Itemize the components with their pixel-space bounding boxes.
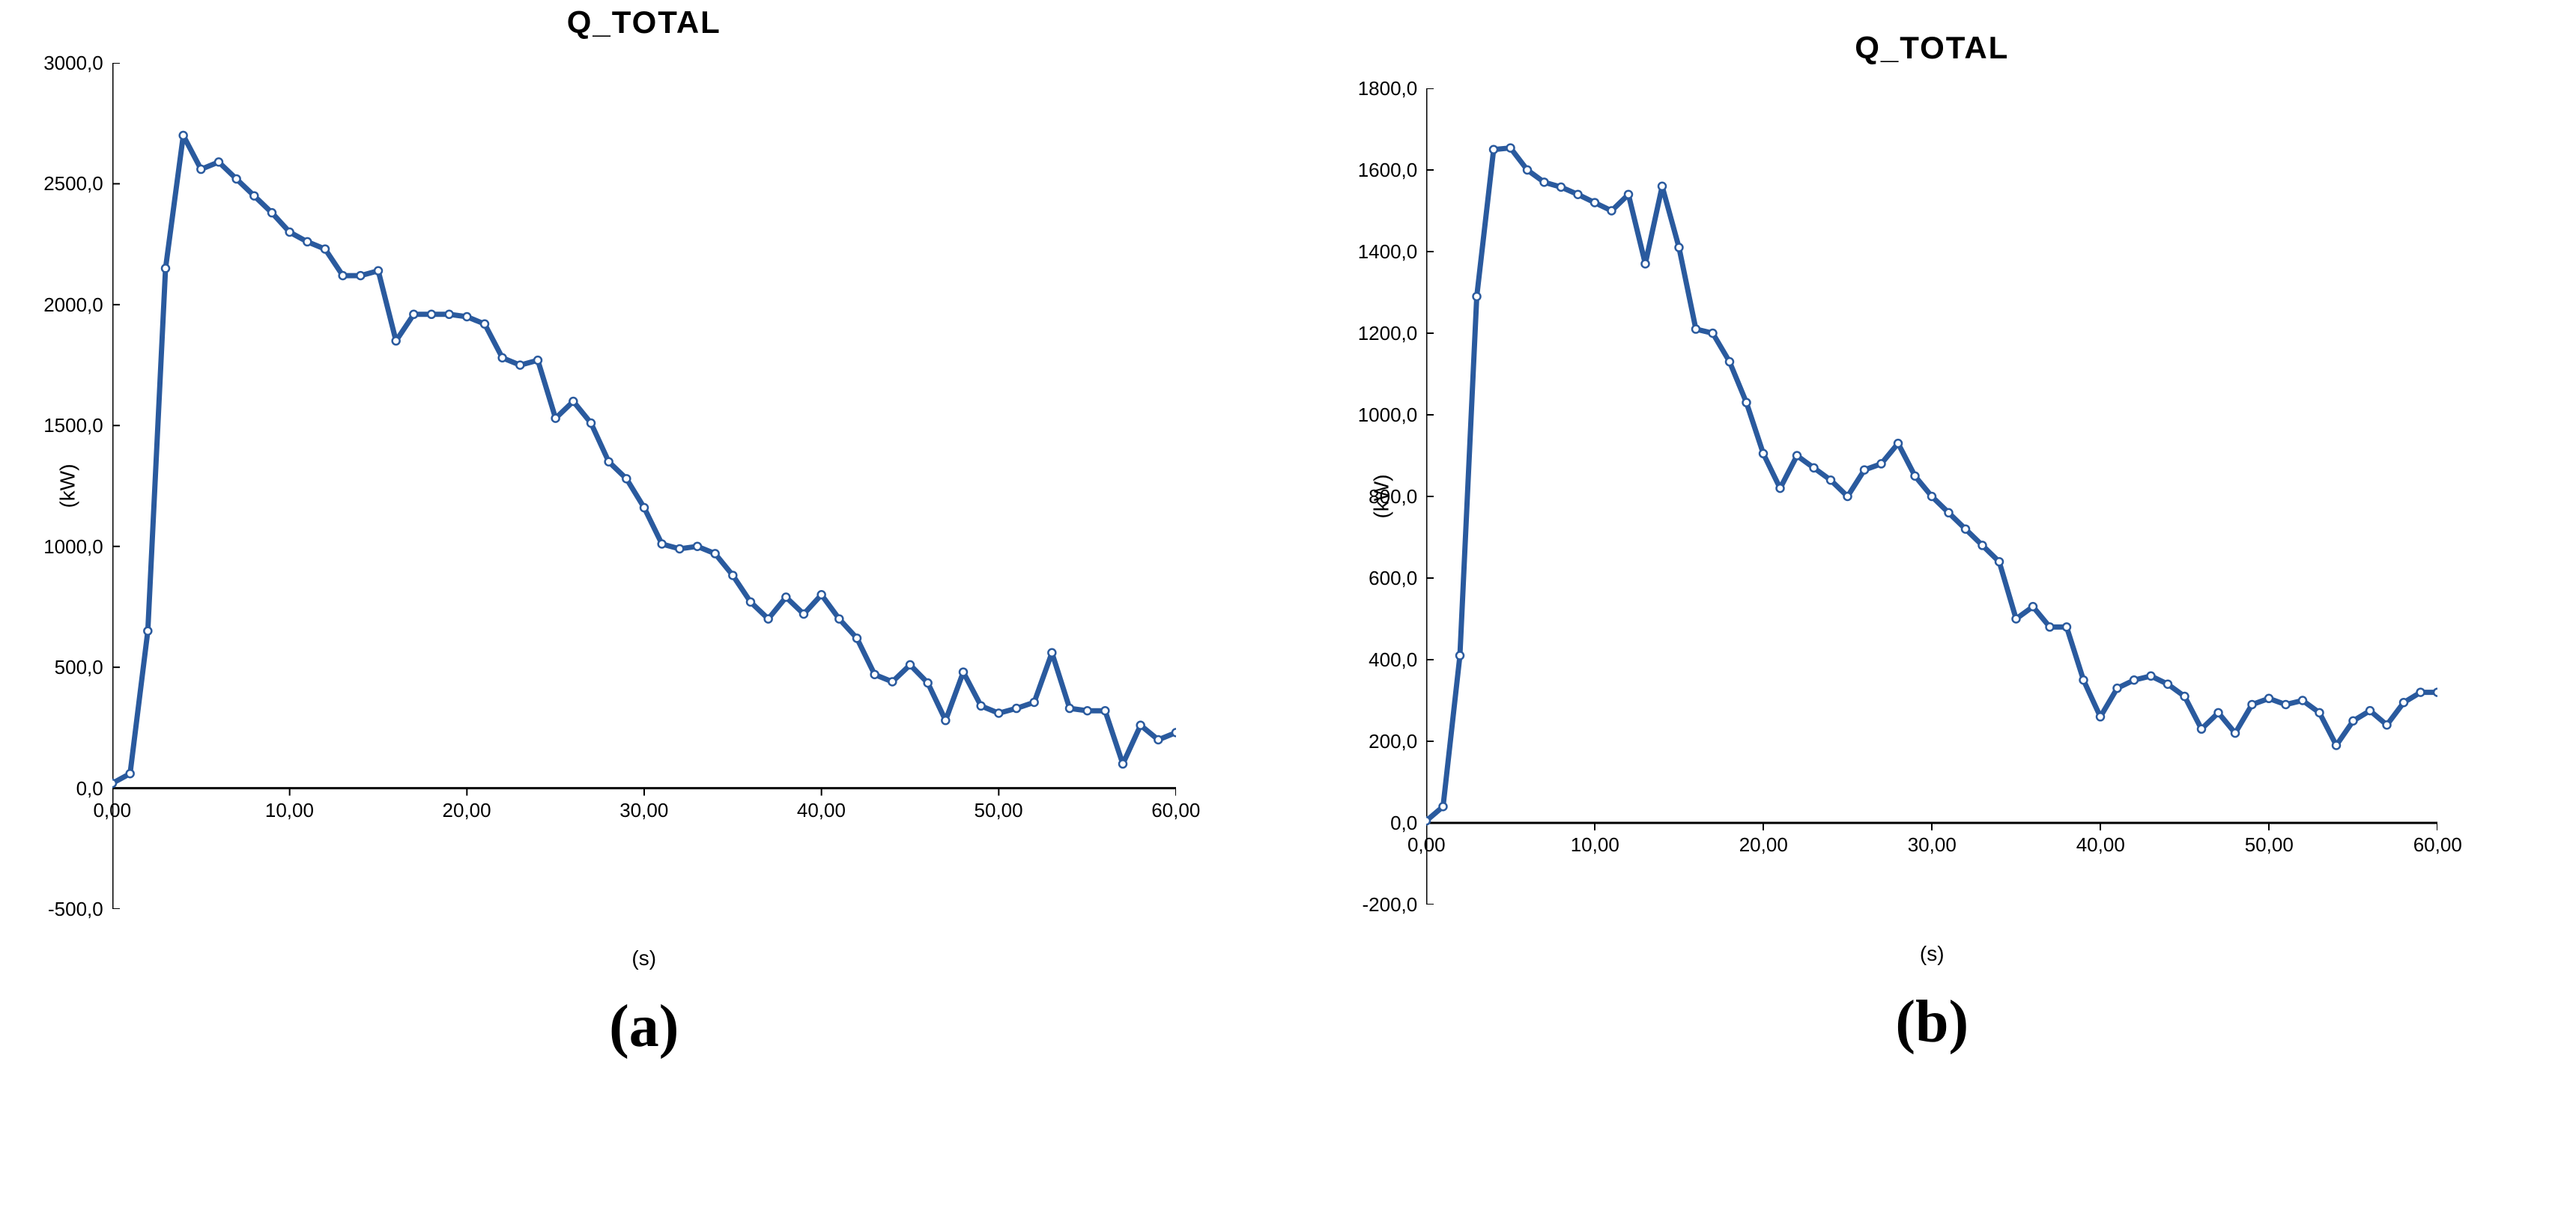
xtick-label: 60,00 xyxy=(1151,799,1200,822)
xtick-label: 40,00 xyxy=(2076,833,2125,857)
ytick-label: -200,0 xyxy=(1297,893,1417,916)
chart-panel-a: Q_TOTAL (kW) -500,00,0500,01000,01500,02… xyxy=(0,0,1288,1222)
xtick-label: 60,00 xyxy=(2413,833,2462,857)
ytick-label: 1800,0 xyxy=(1297,77,1417,100)
chart-a-ylabel: (kW) xyxy=(55,463,79,508)
xtick-label: 40,00 xyxy=(797,799,846,822)
ytick-label: 400,0 xyxy=(1297,648,1417,672)
ytick-label: 2000,0 xyxy=(0,294,103,317)
ytick-label: -500,0 xyxy=(0,898,103,921)
xtick-label: 30,00 xyxy=(1908,833,1957,857)
xtick-label: 0,00 xyxy=(93,799,131,822)
chart-b-sublabel: (b) xyxy=(1895,988,1969,1057)
ytick-label: 600,0 xyxy=(1297,567,1417,590)
chart-b-title: Q_TOTAL xyxy=(1855,30,2009,66)
ytick-label: 3000,0 xyxy=(0,52,103,75)
chart-b-plot: (kW) -200,00,0200,0400,0600,0800,01000,0… xyxy=(1426,88,2437,905)
chart-a-sublabel: (a) xyxy=(609,993,679,1061)
ytick-label: 1600,0 xyxy=(1297,159,1417,182)
xtick-label: 10,00 xyxy=(1571,833,1619,857)
ytick-label: 1500,0 xyxy=(0,414,103,437)
xtick-label: 50,00 xyxy=(2245,833,2294,857)
chart-panel-b: Q_TOTAL (kW) -200,00,0200,0400,0600,0800… xyxy=(1288,0,2576,1222)
xtick-label: 20,00 xyxy=(443,799,491,822)
ytick-label: 800,0 xyxy=(1297,485,1417,508)
ytick-label: 1000,0 xyxy=(0,535,103,559)
ytick-label: 2500,0 xyxy=(0,172,103,195)
chart-a-svg xyxy=(112,63,1176,909)
chart-a-xlabel: (s) xyxy=(631,946,656,970)
xtick-label: 10,00 xyxy=(265,799,314,822)
ytick-label: 0,0 xyxy=(1297,812,1417,835)
ytick-label: 0,0 xyxy=(0,777,103,800)
xtick-label: 20,00 xyxy=(1739,833,1788,857)
chart-a-title: Q_TOTAL xyxy=(567,4,721,40)
chart-a-plot: (kW) -500,00,0500,01000,01500,02000,0250… xyxy=(112,63,1176,909)
xtick-label: 0,00 xyxy=(1407,833,1446,857)
ytick-label: 500,0 xyxy=(0,656,103,679)
xtick-label: 50,00 xyxy=(975,799,1023,822)
chart-b-svg xyxy=(1426,88,2437,905)
ytick-label: 200,0 xyxy=(1297,730,1417,753)
ytick-label: 1400,0 xyxy=(1297,240,1417,264)
ytick-label: 1200,0 xyxy=(1297,322,1417,345)
ytick-label: 1000,0 xyxy=(1297,404,1417,427)
xtick-label: 30,00 xyxy=(619,799,668,822)
dual-chart-container: Q_TOTAL (kW) -500,00,0500,01000,01500,02… xyxy=(0,0,2576,1222)
chart-b-xlabel: (s) xyxy=(1920,942,1945,966)
